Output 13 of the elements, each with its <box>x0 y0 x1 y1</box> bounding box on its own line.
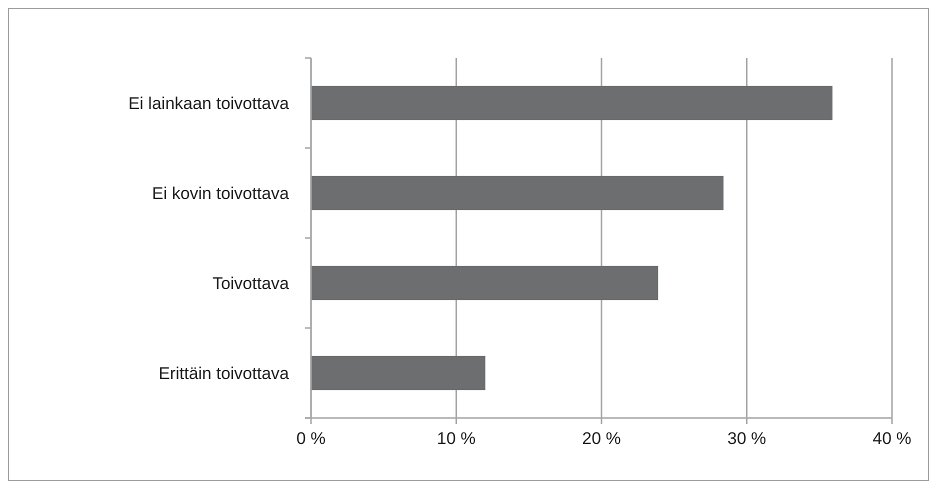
x-tick-label: 20 % <box>582 429 621 448</box>
y-tick-label: Erittäin toivottava <box>158 364 290 383</box>
x-tick-label: 10 % <box>436 429 476 448</box>
y-tick-label: Ei kovin toivottava <box>152 184 290 203</box>
bar <box>311 176 724 210</box>
y-tick-label: Ei lainkaan toivottava <box>128 94 290 113</box>
bar <box>311 266 658 300</box>
x-tick-label: 40 % <box>872 429 912 448</box>
x-tick-label: 30 % <box>727 429 766 448</box>
x-tick-label: 0 % <box>296 429 326 448</box>
y-tick-label: Toivottava <box>212 274 290 293</box>
bar <box>311 356 486 390</box>
bar <box>311 86 832 120</box>
